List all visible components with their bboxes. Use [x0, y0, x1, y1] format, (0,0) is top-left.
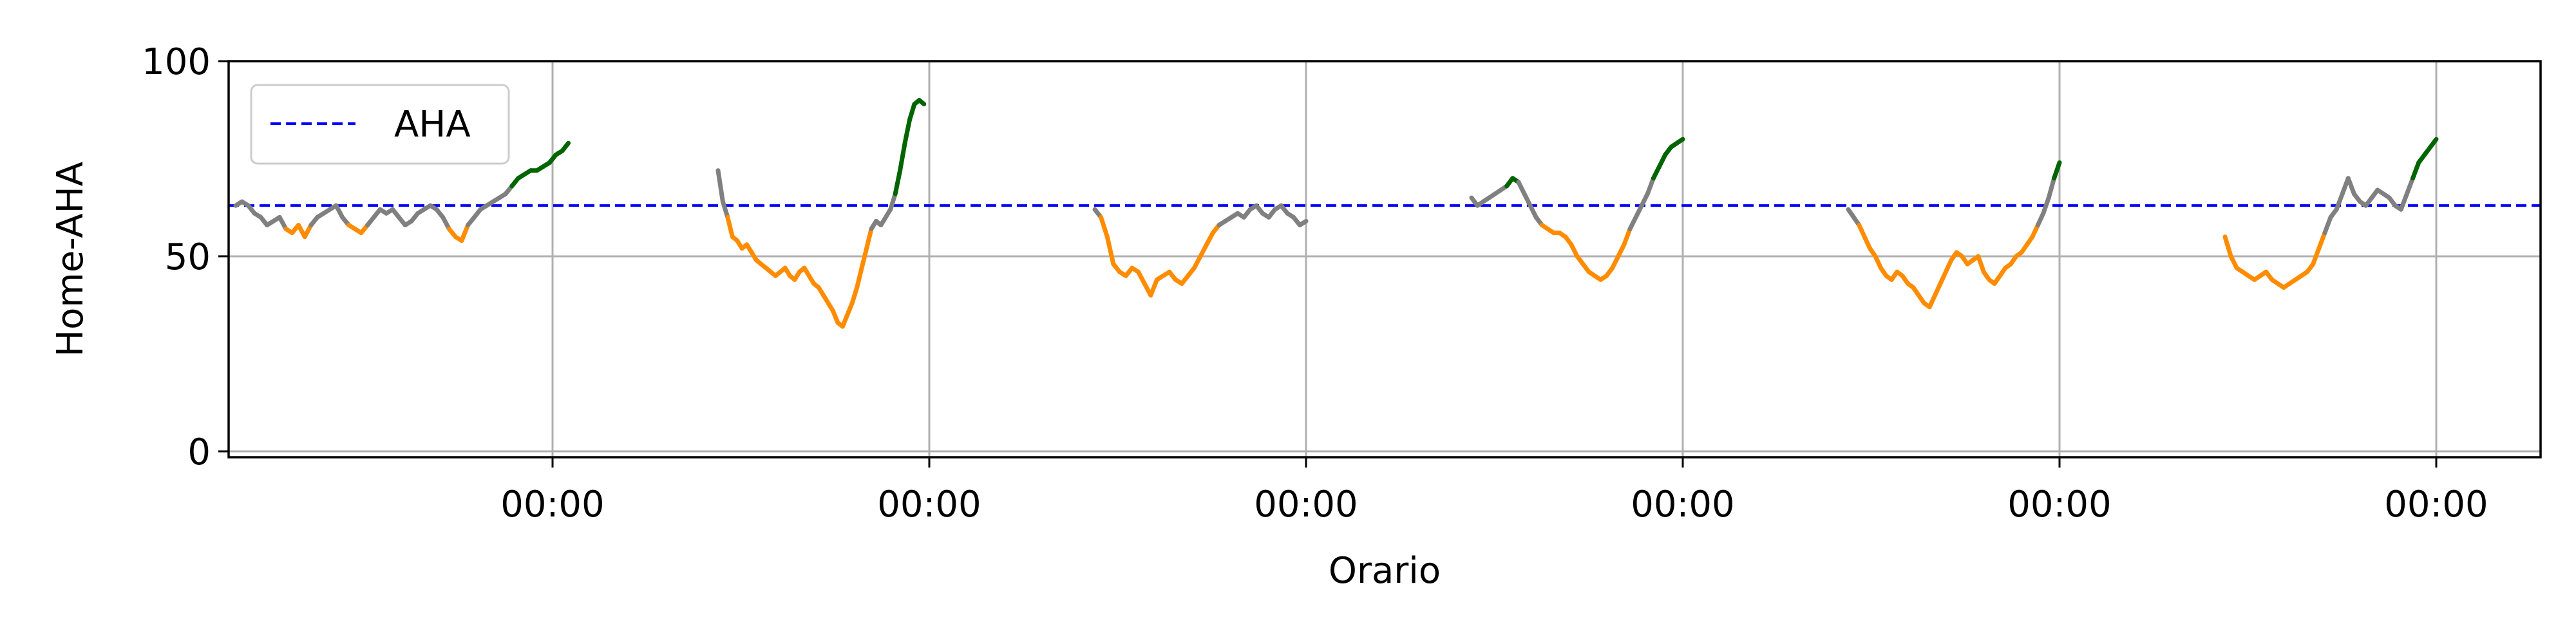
series-segment	[1099, 214, 1110, 240]
series-night-5	[1846, 160, 2062, 310]
x-tick-label: 00:00	[2384, 484, 2488, 526]
legend: AHA	[250, 84, 510, 165]
series-segment	[1104, 234, 1116, 267]
series-segment	[902, 117, 912, 146]
series-segment	[2345, 176, 2356, 196]
series-segment	[2322, 214, 2333, 236]
series-segment	[2334, 191, 2345, 212]
series-segment	[560, 140, 571, 153]
series-night-2	[715, 98, 927, 329]
series-segment	[2046, 176, 2057, 200]
x-tick-label: 00:00	[877, 484, 981, 526]
series-segment	[2041, 195, 2051, 216]
series-segment	[916, 98, 927, 107]
series-segment	[1976, 254, 1986, 274]
series-segment	[720, 199, 730, 220]
grid	[229, 60, 2541, 457]
legend-label-aha: AHA	[394, 104, 471, 146]
x-tick-label: 00:00	[1631, 484, 1734, 526]
series-segment	[1674, 137, 1685, 146]
series-segment	[1622, 227, 1633, 247]
series-segment	[898, 140, 907, 173]
series-night-4	[1469, 137, 1685, 282]
series-night-6	[2222, 137, 2439, 290]
series-segment	[459, 223, 471, 243]
series-segment	[2428, 137, 2439, 149]
series-segment	[2222, 234, 2233, 259]
series-segment	[1645, 176, 1656, 196]
plot-frame	[227, 60, 2542, 459]
series-night-1	[233, 140, 571, 243]
series-segment	[893, 168, 903, 196]
x-axis-label: Orario	[1329, 550, 1441, 592]
series-segment	[855, 265, 864, 290]
y-tick-label: 100	[142, 41, 211, 83]
series-segment	[849, 285, 860, 306]
series-segment	[1148, 277, 1159, 298]
x-tick-label: 00:00	[1254, 484, 1358, 526]
series-segment	[2316, 231, 2327, 251]
series-segment	[2052, 160, 2062, 181]
y-tick-label: 0	[187, 431, 211, 473]
x-tick-label: 00:00	[2007, 484, 2111, 526]
series-segment	[888, 191, 898, 212]
x-tick-label: 00:00	[500, 484, 604, 526]
series-segment	[907, 102, 917, 122]
series-segment	[715, 168, 725, 204]
series-segment	[2398, 191, 2409, 212]
series-segment	[864, 227, 874, 251]
series-segment	[2404, 176, 2416, 196]
series-segment	[2311, 246, 2322, 267]
series-night-3	[1092, 203, 1309, 298]
series-segment	[725, 214, 735, 240]
series-segment	[859, 246, 869, 270]
y-tick-label: 50	[165, 236, 211, 278]
y-axis-label: Home-AHA	[50, 162, 91, 357]
series-segment	[2410, 160, 2421, 181]
series-segment	[1297, 218, 1309, 227]
legend-box	[250, 84, 510, 165]
